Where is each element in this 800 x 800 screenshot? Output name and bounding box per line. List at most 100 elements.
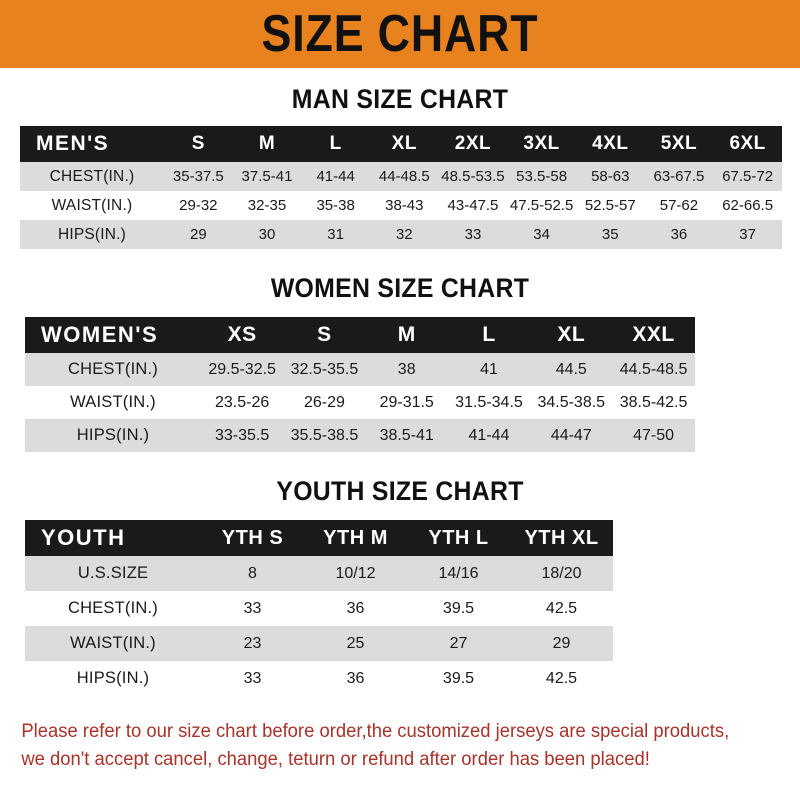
- youth-cell: 36: [304, 591, 407, 626]
- women-size-section: WOMEN SIZE CHART WOMEN'S XS S M L XL XXL…: [0, 249, 800, 452]
- men-cell: 29: [164, 220, 233, 249]
- men-col-header: M: [232, 126, 302, 162]
- men-cell: 47.5-52.5: [507, 191, 576, 220]
- youth-cell: 39.5: [407, 661, 510, 696]
- page-banner: SIZE CHART: [0, 0, 800, 68]
- men-cell: 32-35: [232, 191, 302, 220]
- men-cell: 34: [507, 220, 576, 249]
- table-row: HIPS(IN.) 29 30 31 32 33 34 35 36 37: [20, 220, 782, 249]
- men-cell: 62-66.5: [713, 191, 782, 220]
- women-header-row: WOMEN'S XS S M L XL XXL: [25, 317, 777, 353]
- order-policy-note: Please refer to our size chart before or…: [0, 718, 776, 774]
- youth-cell: 8: [201, 556, 304, 591]
- women-row-label: WAIST(IN.): [25, 386, 201, 419]
- page-title: SIZE CHART: [261, 5, 539, 63]
- women-cell: 31.5-34.5: [447, 386, 531, 419]
- youth-cell: 25: [304, 626, 407, 661]
- men-col-header: S: [164, 126, 233, 162]
- men-cell: 30: [232, 220, 302, 249]
- women-col-header: S: [283, 317, 366, 353]
- youth-col-header: YTH XL: [510, 520, 613, 556]
- women-table-head: WOMEN'S XS S M L XL XXL: [25, 317, 777, 353]
- men-col-header: L: [301, 126, 370, 162]
- men-col-header: 5XL: [644, 126, 714, 162]
- youth-cell-filler: [613, 591, 773, 626]
- men-cell: 35-37.5: [164, 162, 233, 191]
- men-header-row: MEN'S S M L XL 2XL 3XL 4XL 5XL 6XL: [20, 126, 782, 162]
- youth-cell-filler: [613, 556, 773, 591]
- men-row-label: CHEST(IN.): [20, 162, 164, 191]
- women-cell: 32.5-35.5: [283, 353, 366, 386]
- men-cell: 67.5-72: [713, 162, 782, 191]
- table-row: CHEST(IN.) 29.5-32.5 32.5-35.5 38 41 44.…: [25, 353, 777, 386]
- youth-cell: 33: [201, 591, 304, 626]
- women-col-header: L: [447, 317, 531, 353]
- men-cell: 35-38: [301, 191, 370, 220]
- youth-section-title: YOUTH SIZE CHART: [276, 476, 524, 506]
- youth-header-row: YOUTH YTH S YTH M YTH L YTH XL: [25, 520, 773, 556]
- order-policy-line-2: we don't accept cancel, change, teturn o…: [21, 749, 650, 770]
- men-col-header: 4XL: [575, 126, 645, 162]
- women-cell-filler: [695, 386, 777, 419]
- men-cell: 33: [438, 220, 508, 249]
- youth-row-label: HIPS(IN.): [25, 661, 201, 696]
- men-col-header: 3XL: [507, 126, 576, 162]
- women-cell: 41: [447, 353, 531, 386]
- youth-cell: 23: [201, 626, 304, 661]
- men-cell: 37: [713, 220, 782, 249]
- men-cell: 41-44: [301, 162, 370, 191]
- women-cell: 34.5-38.5: [530, 386, 613, 419]
- women-cell: 26-29: [283, 386, 366, 419]
- men-cell: 58-63: [575, 162, 645, 191]
- women-cell-filler: [695, 353, 777, 386]
- youth-cell: 27: [407, 626, 510, 661]
- men-section-title: MAN SIZE CHART: [291, 84, 509, 114]
- men-cell: 37.5-41: [232, 162, 302, 191]
- men-cell: 53.5-58: [507, 162, 576, 191]
- women-cell: 38.5-42.5: [612, 386, 695, 419]
- women-cell: 44.5: [530, 353, 613, 386]
- men-table-head: MEN'S S M L XL 2XL 3XL 4XL 5XL 6XL: [20, 126, 782, 162]
- youth-row-label: U.S.SIZE: [25, 556, 201, 591]
- table-row: HIPS(IN.) 33-35.5 35.5-38.5 38.5-41 41-4…: [25, 419, 777, 452]
- men-cell: 36: [644, 220, 714, 249]
- youth-cell: 36: [304, 661, 407, 696]
- women-cell: 38: [365, 353, 448, 386]
- men-cell: 31: [301, 220, 370, 249]
- table-row: CHEST(IN.) 33 36 39.5 42.5: [25, 591, 773, 626]
- women-cell-filler: [695, 419, 777, 452]
- men-cell: 57-62: [644, 191, 714, 220]
- women-cell: 44.5-48.5: [612, 353, 695, 386]
- women-cell: 44-47: [530, 419, 613, 452]
- men-cell: 32: [369, 220, 439, 249]
- men-cell: 48.5-53.5: [438, 162, 508, 191]
- youth-cell-filler: [613, 661, 773, 696]
- women-header-filler: [695, 317, 777, 353]
- men-cell: 35: [575, 220, 645, 249]
- youth-table-body: U.S.SIZE 8 10/12 14/16 18/20 CHEST(IN.) …: [25, 556, 773, 696]
- women-col-header: M: [365, 317, 448, 353]
- women-section-title: WOMEN SIZE CHART: [270, 273, 530, 303]
- youth-cell: 14/16: [407, 556, 510, 591]
- women-cell: 23.5-26: [201, 386, 284, 419]
- women-cell: 33-35.5: [201, 419, 284, 452]
- men-col-header: 6XL: [713, 126, 782, 162]
- women-row-label: HIPS(IN.): [25, 419, 201, 452]
- women-col-header: XL: [530, 317, 613, 353]
- youth-row-label: WAIST(IN.): [25, 626, 201, 661]
- women-size-table: WOMEN'S XS S M L XL XXL CHEST(IN.) 29.5-…: [25, 317, 777, 452]
- table-row: HIPS(IN.) 33 36 39.5 42.5: [25, 661, 773, 696]
- women-cell: 47-50: [612, 419, 695, 452]
- men-row-label: WAIST(IN.): [20, 191, 164, 220]
- youth-col-header: YTH S: [201, 520, 304, 556]
- order-policy-line-1: Please refer to our size chart before or…: [21, 721, 730, 742]
- youth-size-section: YOUTH SIZE CHART YOUTH YTH S YTH M YTH L…: [0, 452, 800, 696]
- table-row: WAIST(IN.) 29-32 32-35 35-38 38-43 43-47…: [20, 191, 782, 220]
- men-cell: 52.5-57: [575, 191, 645, 220]
- women-col-header: XS: [201, 317, 284, 353]
- women-row-label: CHEST(IN.): [25, 353, 201, 386]
- youth-cell: 29: [510, 626, 613, 661]
- youth-corner-label: YOUTH: [25, 520, 201, 556]
- men-col-header: XL: [369, 126, 439, 162]
